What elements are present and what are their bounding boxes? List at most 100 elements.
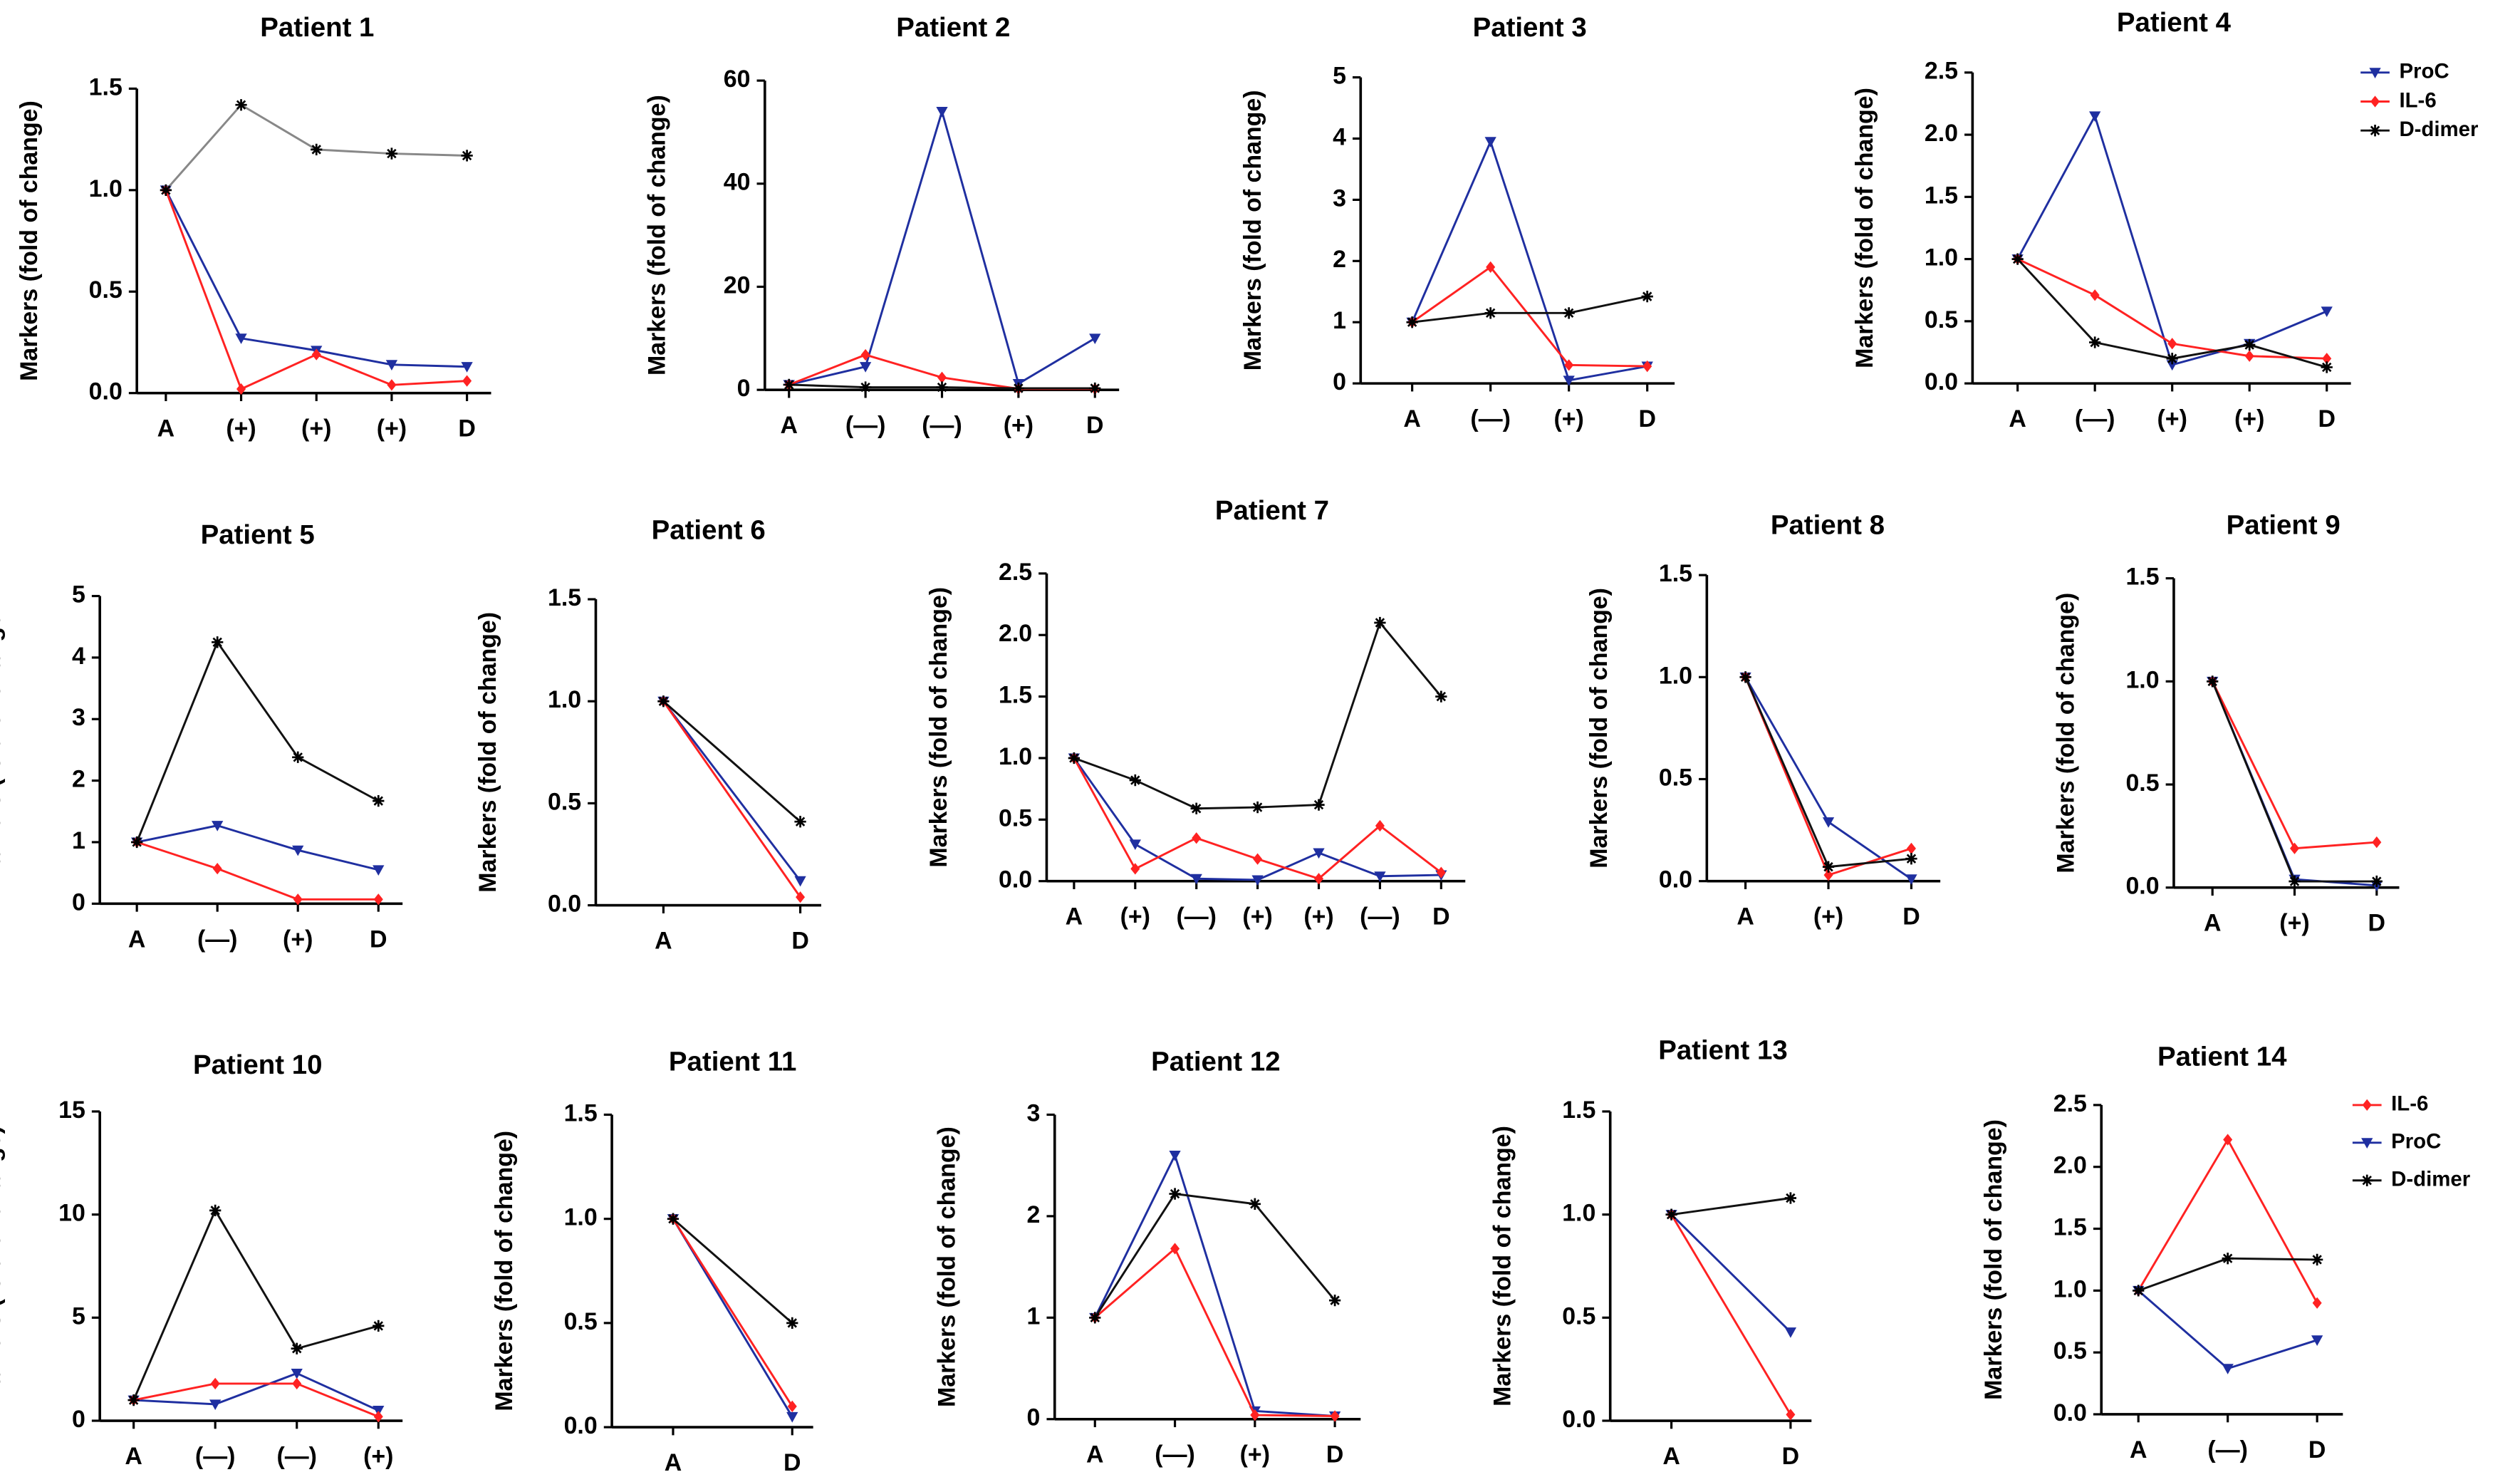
- series-line: [1744, 676, 1912, 869]
- series-line: [1094, 1247, 1336, 1417]
- marker-triangle: [2311, 1335, 2323, 1346]
- marker-diamond: [387, 379, 397, 391]
- marker-asterisk: [2289, 875, 2301, 888]
- panel-title: Patient 5: [201, 519, 315, 550]
- marker-asterisk: [2311, 1253, 2323, 1266]
- panel: Patient 3 Markers (fold of change) 0 1 2 3 4 5 A…: [1239, 12, 1675, 432]
- y-tick-label: 3: [1027, 1099, 1041, 1126]
- marker-diamond: [1250, 1409, 1260, 1421]
- y-tick-label: 2: [72, 766, 85, 793]
- panel-title: Patient 10: [193, 1050, 323, 1080]
- series-line: [135, 640, 379, 843]
- marker-triangle: [1563, 375, 1575, 386]
- x-tick-label: A: [1662, 1443, 1680, 1470]
- y-tick-label: 1.5: [1659, 560, 1692, 587]
- marker-triangle: [2089, 111, 2101, 123]
- marker-asterisk: [373, 1320, 385, 1332]
- marker-asterisk: [209, 1204, 222, 1216]
- x-tick-label: D: [2368, 910, 2386, 937]
- legend-label: D-dimer: [2391, 1167, 2470, 1191]
- panel-title: Patient 2: [896, 12, 1010, 43]
- marker-asterisk: [1190, 802, 1202, 814]
- x-tick-label: D: [791, 928, 809, 955]
- y-tick-label: 1.5: [89, 73, 123, 100]
- marker-asterisk: [2370, 875, 2383, 888]
- series-line: [662, 700, 801, 898]
- marker-triangle: [373, 865, 385, 876]
- x-tick-label: (+): [2279, 910, 2309, 937]
- y-tick-label: 1.0: [564, 1204, 598, 1231]
- marker-diamond: [2244, 350, 2254, 362]
- series-line: [1411, 265, 1647, 368]
- x-tick-label: (+): [1242, 903, 1272, 931]
- series-line: [1744, 676, 1912, 876]
- x-tick-label: (+): [363, 1443, 393, 1470]
- x-tick-label: D: [2318, 405, 2335, 432]
- y-tick-label: 2.5: [999, 559, 1032, 586]
- marker-asterisk: [212, 636, 224, 648]
- y-tick-label: 1.5: [1925, 182, 1958, 209]
- y-tick-label: 0.5: [1925, 306, 1958, 333]
- marker-asterisk: [1822, 861, 1835, 873]
- marker-triangle: [1484, 137, 1496, 147]
- marker-triangle: [235, 333, 247, 344]
- y-axis-label: Markers (fold of change): [491, 1131, 518, 1411]
- y-tick-label: 0.5: [564, 1308, 598, 1335]
- marker-asterisk: [461, 150, 473, 162]
- x-tick-label: D: [783, 1449, 801, 1476]
- y-tick-label: 4: [1333, 123, 1346, 150]
- marker-triangle: [212, 821, 224, 831]
- x-tick-label: (—): [197, 926, 238, 953]
- marker-asterisk: [2244, 338, 2256, 351]
- series-line: [1744, 676, 1912, 881]
- y-tick-label: 1: [72, 827, 85, 854]
- y-tick-label: 1.5: [564, 1099, 598, 1126]
- y-tick-label: 5: [72, 581, 85, 608]
- marker-triangle: [385, 360, 398, 370]
- y-tick-label: 1.0: [999, 743, 1032, 770]
- marker-diamond: [236, 383, 246, 395]
- y-tick-label: 0.0: [548, 891, 581, 918]
- y-tick-label: 0.0: [2125, 873, 2159, 900]
- y-axis-label: Markers (fold of change): [1851, 88, 1878, 368]
- x-tick-label: (—): [2075, 405, 2115, 432]
- marker-asterisk: [1129, 774, 1141, 787]
- y-tick-label: 60: [724, 66, 751, 93]
- series-line: [165, 190, 467, 368]
- x-tick-label: A: [2130, 1436, 2147, 1463]
- y-tick-label: 1.0: [1659, 662, 1692, 689]
- marker-asterisk: [2011, 253, 2024, 265]
- x-tick-label: (—): [195, 1443, 236, 1470]
- marker-diamond: [787, 1400, 797, 1412]
- x-tick-label: A: [2009, 405, 2026, 432]
- panel: Patient 4 Markers (fold of change) 0.0 0.5 1…: [1851, 7, 2478, 432]
- y-tick-label: 1.0: [548, 686, 581, 713]
- y-tick-label: 0.0: [1925, 368, 1958, 395]
- legend-label: IL-6: [2399, 88, 2436, 112]
- y-tick-label: 1.5: [1562, 1097, 1595, 1124]
- x-tick-label: (+): [1813, 903, 1843, 931]
- marker-triangle: [1190, 874, 1202, 885]
- panel: Patient 10 Markers (fold of change) 0 5 10 15…: [0, 1050, 403, 1470]
- marker-triangle: [1905, 874, 1917, 885]
- x-tick-label: A: [665, 1449, 682, 1476]
- x-tick-label: (+): [1120, 903, 1150, 931]
- panel: Patient 6 Markers (fold of change) 0.0 0.5 1…: [474, 514, 821, 955]
- y-tick-label: 2.5: [2053, 1090, 2087, 1117]
- panel-title: Patient 11: [669, 1046, 796, 1077]
- x-tick-label: A: [1737, 903, 1754, 931]
- series-line: [672, 1218, 793, 1324]
- series-line: [662, 700, 801, 823]
- panel: Patient 7 Markers (fold of change) 0.0 0.5 1…: [925, 495, 1466, 931]
- marker-triangle: [936, 107, 948, 118]
- y-tick-label: 1: [1333, 307, 1346, 334]
- series-line: [1093, 1152, 1336, 1417]
- y-axis-label: Markers (fold of change: [0, 613, 6, 886]
- x-tick-label: (+): [226, 415, 256, 442]
- x-tick-label: (—): [1470, 405, 1511, 432]
- panel-title: Patient 9: [2227, 509, 2341, 540]
- y-tick-label: 1.5: [548, 584, 581, 611]
- marker-triangle: [2321, 306, 2333, 318]
- panel-title: Patient 4: [2117, 7, 2232, 38]
